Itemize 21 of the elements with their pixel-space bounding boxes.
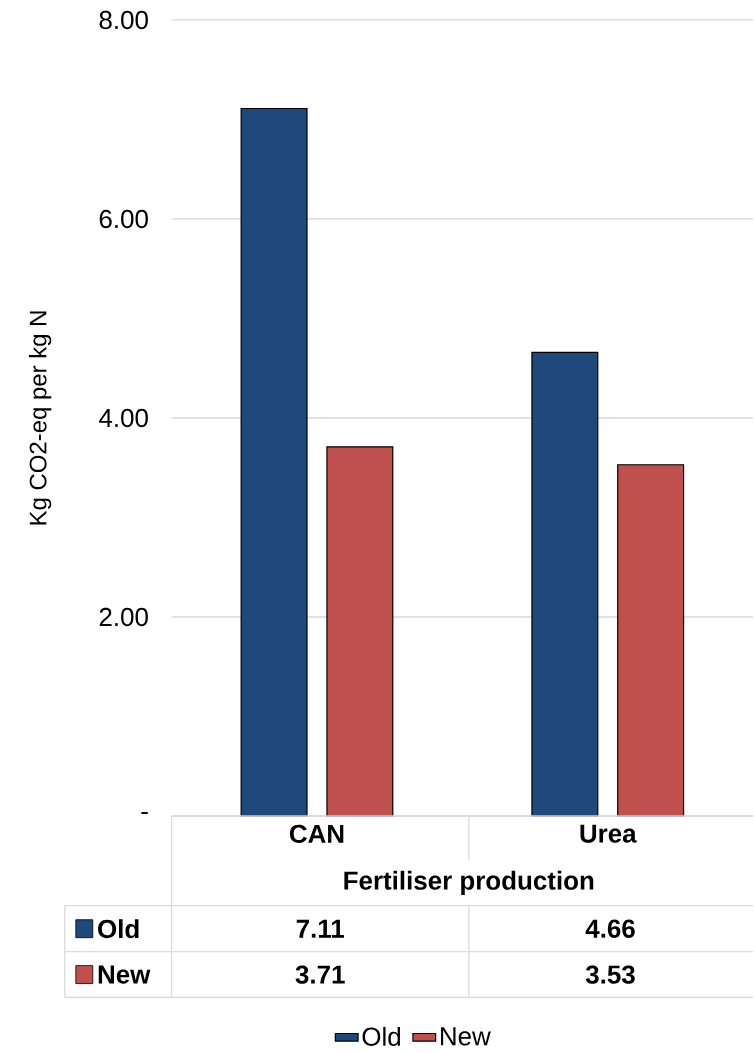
y-axis-title: Kg CO2-eq per kg N: [29, 311, 52, 525]
data-label: 3.53: [585, 965, 635, 984]
legend-label: Old: [98, 919, 139, 939]
x-tick-label: Urea: [580, 824, 637, 843]
y-tick-label: 4.00: [99, 408, 148, 428]
text: New: [98, 965, 151, 984]
y-tick-label: 8.00: [99, 10, 148, 30]
y-tick-label: -: [141, 812, 148, 815]
data-label: 4.66: [585, 919, 635, 938]
bar: [326, 446, 394, 817]
y-tick-label: 6.00: [99, 209, 148, 229]
x-axis-title: Fertiliser production: [344, 870, 594, 895]
x-tick-label: CAN: [290, 824, 344, 844]
bar: [240, 107, 308, 817]
bar: [531, 351, 599, 817]
data-label: 7.11: [296, 919, 345, 938]
text: Old: [362, 1026, 401, 1046]
data-label: 3.71: [295, 965, 345, 984]
bar: [617, 464, 685, 817]
legend-label: New: [441, 1027, 491, 1046]
y-tick-label: 2.00: [99, 607, 148, 627]
